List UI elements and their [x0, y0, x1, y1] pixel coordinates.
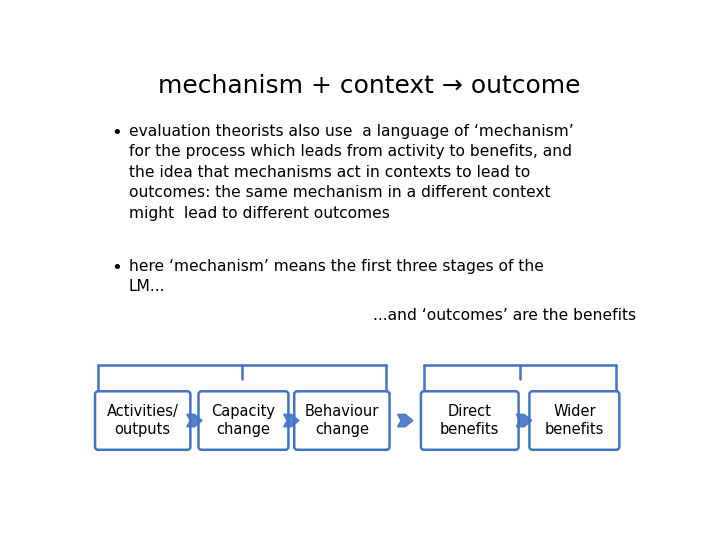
Text: Wider
benefits: Wider benefits — [545, 404, 604, 437]
Text: Capacity
change: Capacity change — [212, 404, 276, 437]
Text: evaluation theorists also use  a language of ‘mechanism’
for the process which l: evaluation theorists also use a language… — [129, 124, 574, 221]
Text: Behaviour
change: Behaviour change — [305, 404, 379, 437]
FancyBboxPatch shape — [294, 392, 390, 450]
FancyBboxPatch shape — [529, 392, 619, 450]
Text: here ‘mechanism’ means the first three stages of the
LM...: here ‘mechanism’ means the first three s… — [129, 259, 544, 294]
FancyBboxPatch shape — [199, 392, 289, 450]
Polygon shape — [397, 414, 413, 427]
Polygon shape — [516, 414, 531, 427]
Text: •: • — [112, 259, 122, 277]
Text: ...and ‘outcomes’ are the benefits: ...and ‘outcomes’ are the benefits — [373, 308, 636, 323]
FancyBboxPatch shape — [95, 392, 190, 450]
Text: •: • — [112, 124, 122, 142]
Text: Direct
benefits: Direct benefits — [440, 404, 500, 437]
Polygon shape — [186, 414, 202, 427]
Text: mechanism + context → outcome: mechanism + context → outcome — [158, 75, 580, 98]
FancyBboxPatch shape — [421, 392, 518, 450]
Text: Activities/
outputs: Activities/ outputs — [107, 404, 179, 437]
Polygon shape — [284, 414, 299, 427]
